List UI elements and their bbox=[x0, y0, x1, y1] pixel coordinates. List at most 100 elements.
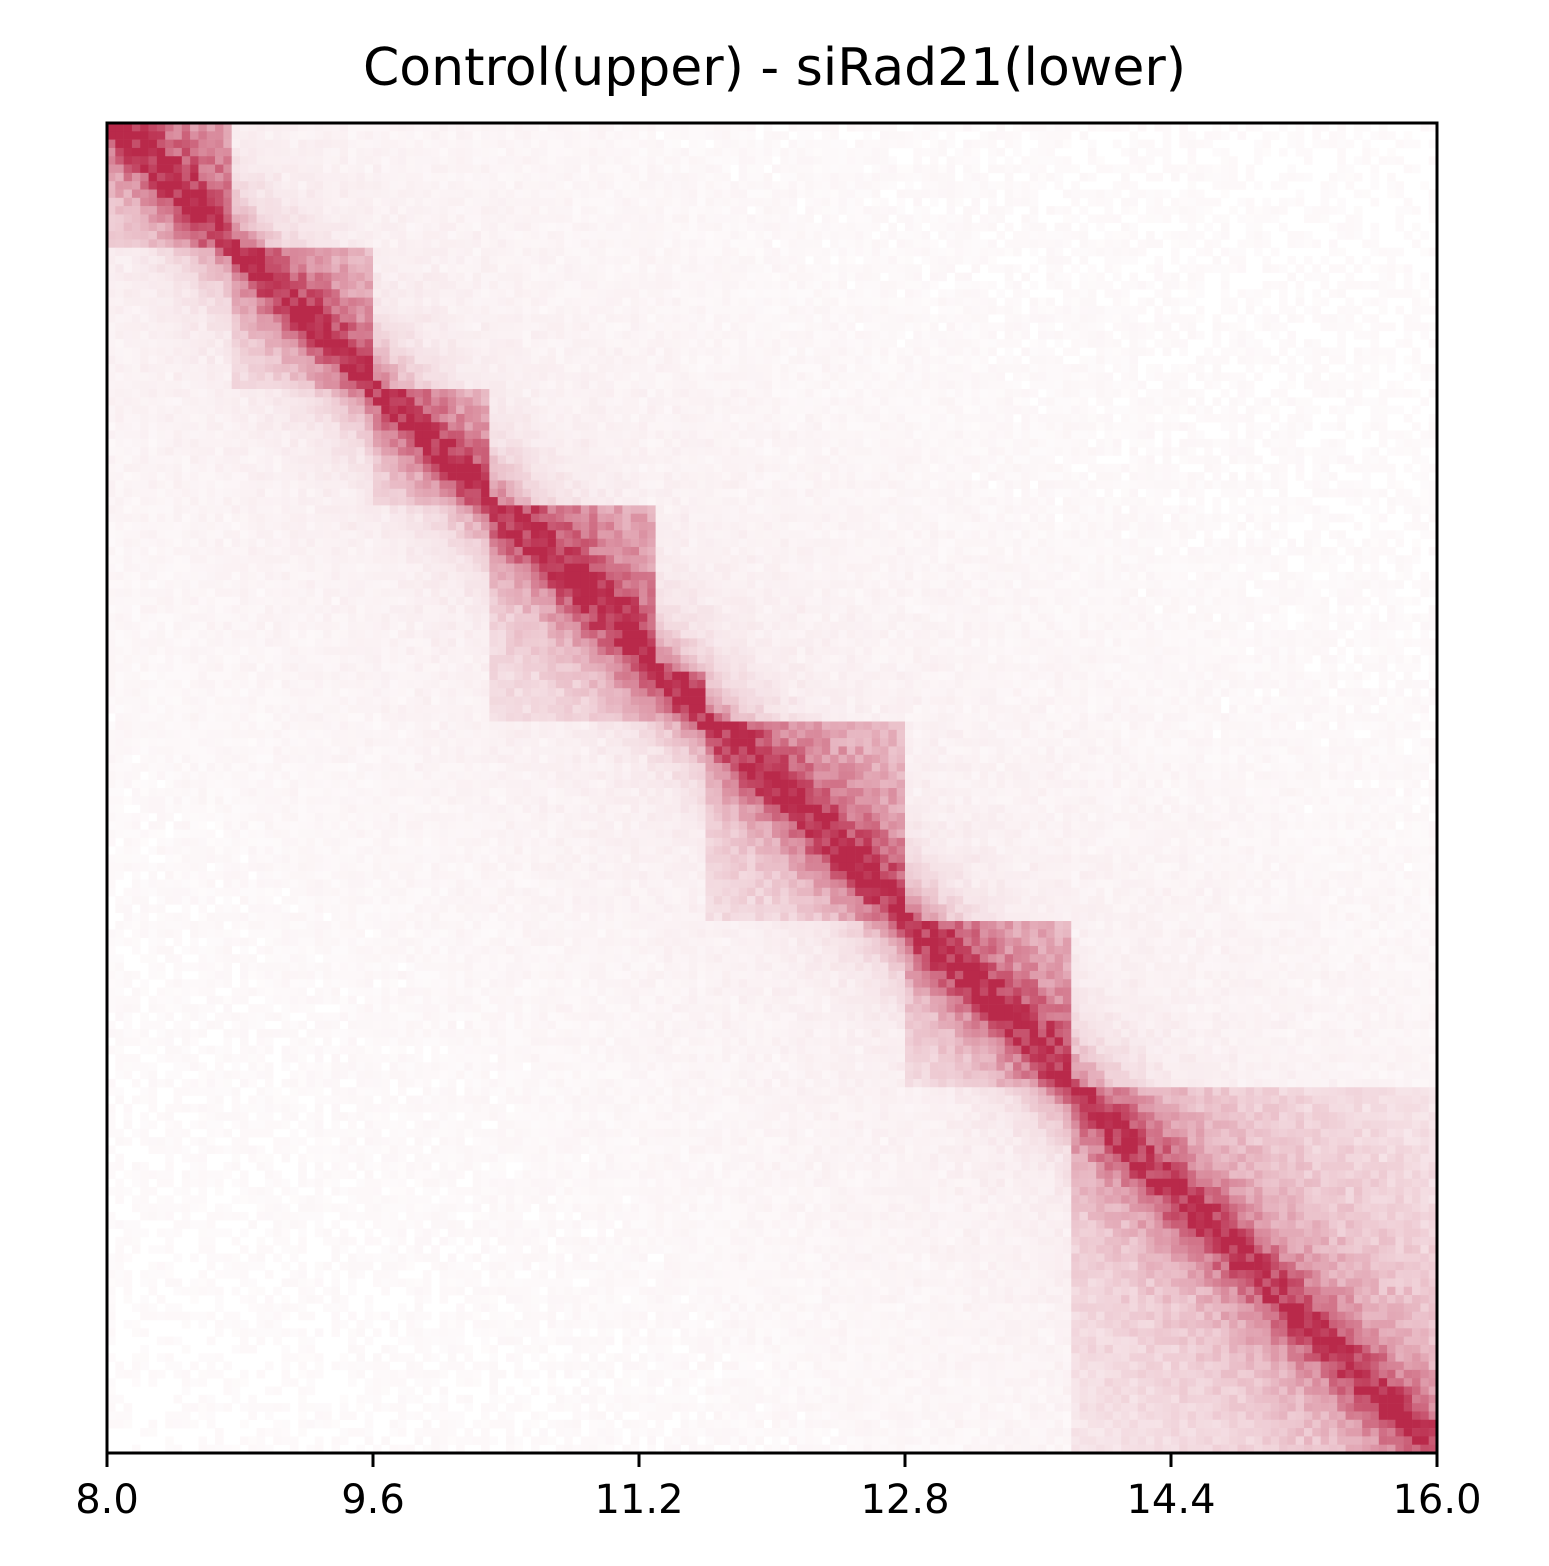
heatmap-cell bbox=[830, 147, 839, 157]
heatmap-cell bbox=[190, 422, 199, 431]
heatmap-cell bbox=[788, 206, 798, 215]
heatmap-cell bbox=[190, 214, 199, 224]
heatmap-cell bbox=[622, 339, 631, 348]
heatmap-cell bbox=[821, 164, 831, 174]
heatmap-cell bbox=[780, 380, 789, 390]
heatmap-cell bbox=[240, 380, 249, 390]
heatmap-cell bbox=[871, 206, 881, 215]
heatmap-cell bbox=[156, 355, 166, 365]
heatmap-cell bbox=[697, 405, 706, 415]
heatmap-cell bbox=[1087, 189, 1097, 199]
heatmap-cell bbox=[747, 172, 756, 182]
heatmap-cell bbox=[688, 297, 698, 307]
heatmap-cell bbox=[472, 172, 482, 182]
heatmap-cell bbox=[1013, 181, 1022, 190]
heatmap-cell bbox=[373, 330, 382, 340]
heatmap-cell bbox=[655, 322, 665, 332]
heatmap-cell bbox=[614, 322, 623, 332]
heatmap-cell bbox=[231, 197, 241, 207]
heatmap-cell bbox=[846, 322, 856, 332]
heatmap-cell bbox=[1013, 305, 1022, 315]
heatmap-cell bbox=[514, 181, 523, 190]
heatmap-cell bbox=[730, 380, 740, 390]
heatmap-cell bbox=[190, 231, 199, 240]
heatmap-cell bbox=[231, 413, 241, 423]
heatmap-cell bbox=[788, 239, 798, 248]
heatmap-cell bbox=[381, 347, 390, 357]
heatmap-cell bbox=[248, 347, 257, 357]
heatmap-cell bbox=[231, 131, 241, 140]
heatmap-cell bbox=[489, 339, 498, 348]
heatmap-cell bbox=[672, 322, 681, 332]
heatmap-cell bbox=[281, 197, 291, 207]
heatmap-cell bbox=[1004, 314, 1014, 323]
heatmap-cell bbox=[647, 264, 656, 273]
heatmap-cell bbox=[1295, 364, 1305, 373]
heatmap-cell bbox=[639, 231, 648, 240]
heatmap-cell bbox=[863, 214, 873, 224]
heatmap-cell bbox=[846, 147, 856, 157]
heatmap-cell bbox=[1270, 280, 1280, 290]
heatmap-cell bbox=[564, 147, 573, 157]
heatmap-cell bbox=[514, 364, 523, 373]
heatmap-cell bbox=[996, 389, 1006, 398]
heatmap-cell bbox=[123, 280, 133, 290]
heatmap-cell bbox=[198, 164, 208, 174]
heatmap-cell bbox=[913, 164, 922, 174]
heatmap-cell bbox=[788, 214, 798, 224]
heatmap-cell bbox=[622, 322, 631, 332]
heatmap-cell bbox=[905, 139, 914, 149]
heatmap-cell bbox=[348, 272, 357, 282]
heatmap-cell bbox=[206, 364, 216, 373]
heatmap-cell bbox=[240, 222, 249, 232]
heatmap-cell bbox=[248, 389, 257, 398]
heatmap-cell bbox=[597, 123, 607, 132]
heatmap-cell bbox=[1096, 389, 1105, 398]
heatmap-cell bbox=[713, 256, 723, 265]
heatmap-cell bbox=[639, 372, 648, 381]
heatmap-cell bbox=[680, 156, 690, 165]
heatmap-cell bbox=[439, 405, 449, 415]
heatmap-cell bbox=[730, 139, 740, 149]
heatmap-cell bbox=[1062, 413, 1072, 423]
heatmap-cell bbox=[705, 397, 715, 406]
heatmap-cell bbox=[1054, 139, 1064, 149]
heatmap-cell bbox=[722, 322, 731, 332]
heatmap-cell bbox=[971, 264, 981, 273]
heatmap-cell bbox=[522, 355, 532, 365]
heatmap-cell bbox=[264, 422, 274, 431]
heatmap-cell bbox=[206, 164, 216, 174]
heatmap-cell bbox=[963, 231, 972, 240]
heatmap-cell bbox=[314, 123, 324, 132]
heatmap-cell bbox=[589, 322, 598, 332]
heatmap-cell bbox=[289, 239, 299, 248]
heatmap-cell bbox=[165, 280, 174, 290]
heatmap-cell bbox=[813, 297, 823, 307]
heatmap-cell bbox=[1112, 264, 1122, 273]
heatmap-cell bbox=[722, 397, 731, 406]
heatmap-cell bbox=[1171, 280, 1180, 290]
heatmap-cell bbox=[1021, 272, 1030, 282]
heatmap-cell bbox=[705, 380, 715, 390]
heatmap-cell bbox=[1387, 347, 1396, 357]
heatmap-cell bbox=[381, 214, 390, 224]
heatmap-cell bbox=[1220, 413, 1230, 423]
heatmap-cell bbox=[489, 330, 498, 340]
heatmap-cell bbox=[215, 322, 224, 332]
heatmap-cell bbox=[888, 139, 897, 149]
heatmap-cell bbox=[1029, 123, 1039, 132]
heatmap-cell bbox=[838, 206, 848, 215]
heatmap-cell bbox=[614, 372, 623, 381]
heatmap-cell bbox=[647, 289, 656, 298]
heatmap-cell bbox=[107, 197, 116, 207]
heatmap-cell bbox=[988, 206, 997, 215]
heatmap-cell bbox=[1129, 322, 1139, 332]
heatmap-cell bbox=[672, 239, 681, 248]
heatmap-cell bbox=[880, 123, 889, 132]
heatmap-cell bbox=[655, 364, 665, 373]
heatmap-cell bbox=[1370, 280, 1380, 290]
heatmap-cell bbox=[522, 264, 532, 273]
heatmap-cell bbox=[1154, 364, 1163, 373]
heatmap-cell bbox=[896, 305, 906, 315]
heatmap-cell bbox=[597, 397, 607, 406]
